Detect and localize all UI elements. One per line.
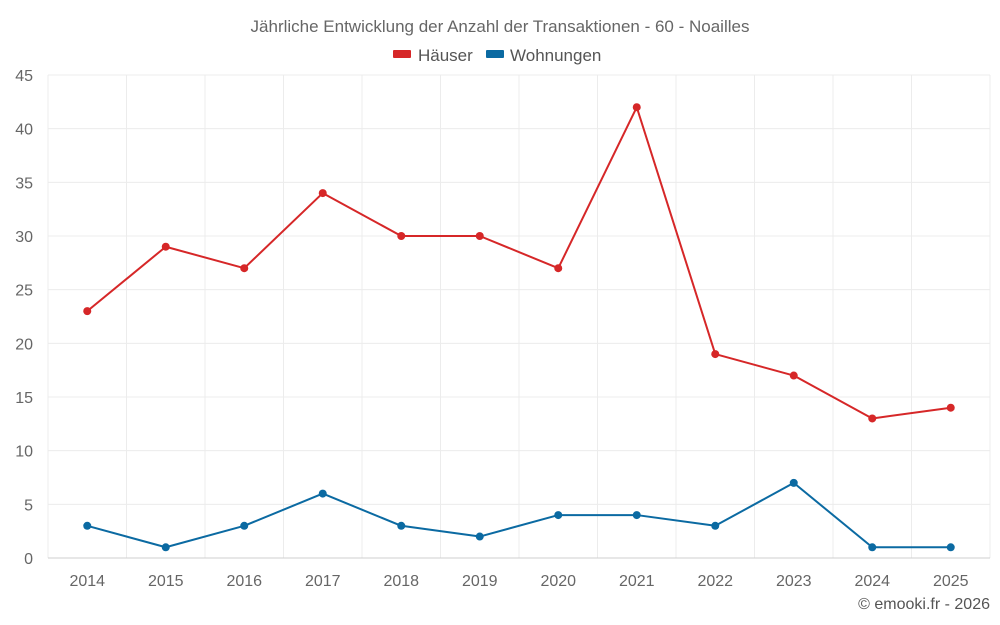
x-tick-label: 2014 — [69, 573, 105, 590]
x-tick-label: 2023 — [776, 573, 812, 590]
x-tick-label: 2022 — [697, 573, 733, 590]
data-point[interactable] — [318, 489, 327, 498]
legend-item-houses[interactable]: Häuser — [393, 46, 473, 65]
data-point[interactable] — [397, 232, 406, 240]
x-tick-label: 2019 — [462, 573, 498, 590]
legend-item-apartments[interactable]: Wohnungen — [486, 46, 601, 65]
legend: Häuser Wohnungen — [393, 46, 601, 65]
x-tick-label: 2020 — [540, 573, 576, 590]
y-tick-label: 25 — [15, 283, 33, 300]
data-point[interactable] — [946, 403, 955, 412]
y-tick-label: 5 — [24, 497, 33, 514]
data-point[interactable] — [475, 532, 484, 541]
data-point[interactable] — [161, 242, 170, 251]
data-point[interactable] — [789, 478, 798, 487]
data-point[interactable] — [240, 521, 249, 530]
credit-text: © emooki.fr - 2026 — [858, 596, 990, 613]
x-tick-label: 2017 — [305, 573, 341, 590]
x-tick-label: 2018 — [383, 573, 419, 590]
y-tick-label: 0 — [24, 551, 33, 568]
chart-title: Jährliche Entwicklung der Anzahl der Tra… — [251, 17, 750, 36]
data-point[interactable] — [554, 264, 563, 273]
data-point[interactable] — [397, 521, 406, 530]
data-point[interactable] — [711, 521, 720, 530]
series-houses — [83, 103, 955, 423]
legend-label-houses: Häuser — [418, 46, 473, 65]
x-tick-label: 2025 — [933, 573, 969, 590]
legend-label-apartments: Wohnungen — [510, 46, 601, 65]
x-tick-label: 2015 — [148, 573, 184, 590]
data-point[interactable] — [318, 189, 327, 198]
data-point[interactable] — [554, 511, 563, 520]
y-tick-label: 40 — [15, 122, 33, 139]
data-point[interactable] — [711, 350, 720, 359]
data-point[interactable] — [632, 103, 641, 112]
grid — [47, 74, 991, 558]
data-point[interactable] — [161, 543, 170, 552]
y-tick-label: 20 — [15, 336, 33, 353]
x-tick-label: 2016 — [226, 573, 262, 590]
y-tick-label: 15 — [15, 390, 33, 407]
y-tick-label: 30 — [15, 229, 33, 246]
y-tick-label: 35 — [15, 175, 33, 192]
y-axis: 0 5 10 15 20 25 30 35 40 45 — [15, 68, 33, 568]
data-point[interactable] — [83, 521, 92, 530]
series — [83, 103, 955, 552]
data-point[interactable] — [868, 414, 877, 423]
series-line — [86, 106, 951, 420]
data-point[interactable] — [868, 543, 877, 552]
legend-swatch-apartments — [486, 50, 504, 58]
data-point[interactable] — [83, 307, 92, 316]
legend-swatch-houses — [393, 50, 411, 58]
data-point[interactable] — [632, 511, 641, 520]
y-tick-label: 45 — [15, 68, 33, 85]
series-apartments — [83, 478, 955, 552]
data-point[interactable] — [946, 543, 955, 552]
data-point[interactable] — [789, 371, 798, 380]
x-axis: 2014 2015 2016 2017 2018 2019 2020 2021 2022 2023… — [48, 557, 990, 590]
data-point[interactable] — [240, 264, 249, 273]
x-tick-label: 2021 — [619, 573, 655, 590]
data-point[interactable] — [475, 232, 484, 240]
x-tick-label: 2024 — [854, 573, 890, 590]
series-line — [86, 481, 951, 549]
y-tick-label: 10 — [15, 444, 33, 461]
